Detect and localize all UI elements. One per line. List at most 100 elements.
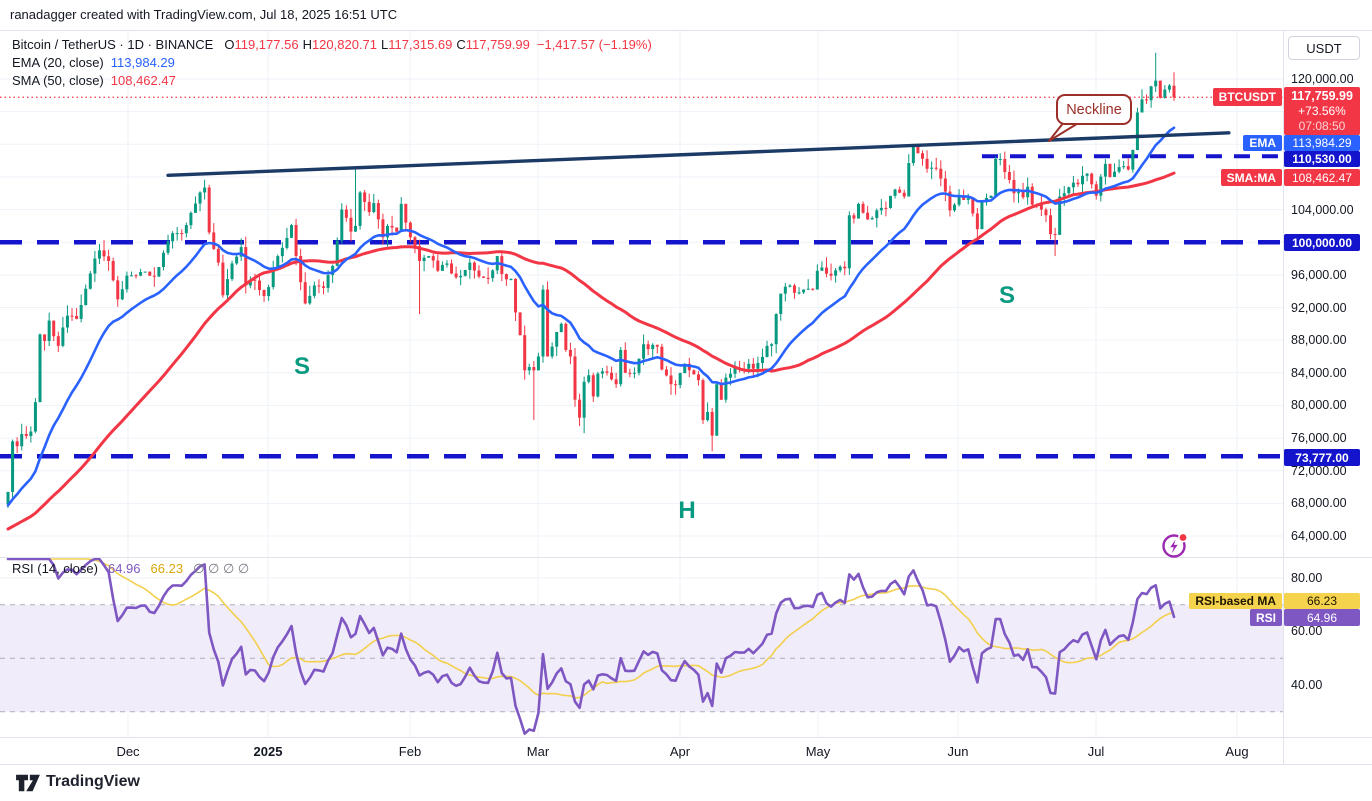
candle-body <box>994 158 998 196</box>
pane-tag-sma-ma: SMA:MA <box>1220 169 1282 186</box>
candle-body <box>280 247 284 257</box>
candle-body <box>1085 173 1089 176</box>
ema-legend-label[interactable]: EMA (20, close) <box>12 55 104 70</box>
flash-ideas-icon[interactable] <box>1158 528 1194 564</box>
ema20-line[interactable] <box>6 126 1176 507</box>
candle-body <box>491 270 495 279</box>
candle-body <box>1158 80 1162 98</box>
candle-body <box>84 288 88 306</box>
candle-body <box>129 275 133 277</box>
candle-body <box>107 256 111 261</box>
candle-body <box>203 187 207 193</box>
candle-body <box>655 344 659 347</box>
candle-body <box>532 367 536 371</box>
candle-body <box>1062 193 1066 197</box>
candle-body <box>61 327 65 346</box>
candle-body <box>52 320 56 337</box>
sma50-line[interactable] <box>6 171 1176 531</box>
pattern-letter-h[interactable]: H <box>678 497 696 524</box>
candle-body <box>829 273 833 276</box>
candle-body <box>975 213 979 230</box>
candle-body <box>79 305 83 319</box>
candle-body <box>143 271 147 273</box>
candle-body <box>902 192 906 197</box>
tradingview-logo-icon[interactable] <box>14 772 42 794</box>
axis-badge: 100,000.00 <box>1284 234 1360 251</box>
rsi-line[interactable] <box>6 557 1176 736</box>
candle-body <box>564 323 568 350</box>
candle-body <box>971 198 975 214</box>
ohlc-key: C <box>456 37 466 52</box>
sma-legend-label[interactable]: SMA (50, close) <box>12 73 104 88</box>
pattern-letter-s[interactable]: S <box>293 353 311 380</box>
symbol-ohlc-row: Bitcoin / TetherUS · 1D · BINANCE O119,1… <box>12 36 652 53</box>
candle-body <box>482 276 486 278</box>
candle-body <box>989 195 993 198</box>
candle-body <box>879 207 883 211</box>
axis-badge: 64.96 <box>1284 609 1360 626</box>
axis-badge: 73,777.00 <box>1284 449 1360 466</box>
tradingview-brand-text[interactable]: TradingView <box>46 773 140 790</box>
candle-body <box>632 372 636 374</box>
candle-body <box>1026 186 1030 198</box>
candle-body <box>56 336 60 346</box>
price-tick-label: 96,000.00 <box>1291 268 1347 282</box>
candle-body <box>125 275 129 290</box>
candle-body <box>459 275 463 278</box>
candle-body <box>815 270 819 290</box>
current-price-axis-box: 117,759.99 +73.56% 07:08:50 <box>1284 87 1360 135</box>
candle-body <box>1140 99 1144 113</box>
candle-body <box>646 344 650 350</box>
price-tick-label: 92,000.00 <box>1291 301 1347 315</box>
pattern-letter-s[interactable]: S <box>998 282 1016 309</box>
candle-body <box>884 207 888 209</box>
candle-body <box>678 373 682 386</box>
ohlc-value: 117,315.69 <box>388 37 453 52</box>
candle-body <box>811 288 815 290</box>
candle-body <box>171 233 175 242</box>
candle-body <box>436 260 440 271</box>
candle-body <box>212 232 216 249</box>
candle-body <box>706 411 710 421</box>
candle-body <box>326 275 330 288</box>
ema-legend-row: EMA (20, close) 113,984.29 <box>12 54 652 71</box>
neckline-trendline[interactable] <box>166 131 1231 177</box>
neckline-callout[interactable]: Neckline <box>1056 94 1132 125</box>
candle-body <box>15 441 19 447</box>
candle-body <box>642 344 646 359</box>
currency-toggle-button[interactable]: USDT <box>1288 36 1360 60</box>
candle-body <box>651 344 655 350</box>
rsi-legend-value: 64.96 <box>107 561 141 576</box>
axis-badge: 66.23 <box>1284 593 1360 609</box>
candle-body <box>257 280 261 291</box>
candle-body <box>93 258 97 274</box>
candle-body <box>1081 175 1085 185</box>
symbol-title[interactable]: Bitcoin / TetherUS · 1D · BINANCE <box>12 37 214 52</box>
candle-body <box>395 227 399 232</box>
change-percent-value: +73.56% <box>1298 104 1346 118</box>
candle-body <box>637 358 641 373</box>
candle-body <box>582 381 586 418</box>
candle-body <box>628 372 632 374</box>
candle-body <box>715 384 719 436</box>
candle-body <box>619 349 623 385</box>
candle-body <box>523 335 527 371</box>
candle-body <box>184 225 188 234</box>
pane-divider[interactable] <box>0 557 1372 558</box>
candle-body <box>276 256 280 270</box>
rsi-legend-label[interactable]: RSI (14, close) <box>12 561 98 576</box>
candle-body <box>354 225 358 232</box>
bar-countdown: 07:08:50 <box>1298 119 1346 133</box>
candle-body <box>376 203 380 220</box>
notification-dot <box>1177 532 1188 543</box>
ohlc-key: H <box>302 37 312 52</box>
candle-body <box>1167 85 1171 90</box>
axis-badge: 108,462.47 <box>1284 169 1360 186</box>
rsi-ma-line[interactable] <box>8 558 1175 699</box>
price-tick-label: 64,000.00 <box>1291 529 1347 543</box>
pane-tag-ema: EMA <box>1243 135 1282 151</box>
candle-body <box>1154 80 1158 87</box>
candle-body <box>664 369 668 376</box>
price-tick-label: 72,000.00 <box>1291 464 1347 478</box>
